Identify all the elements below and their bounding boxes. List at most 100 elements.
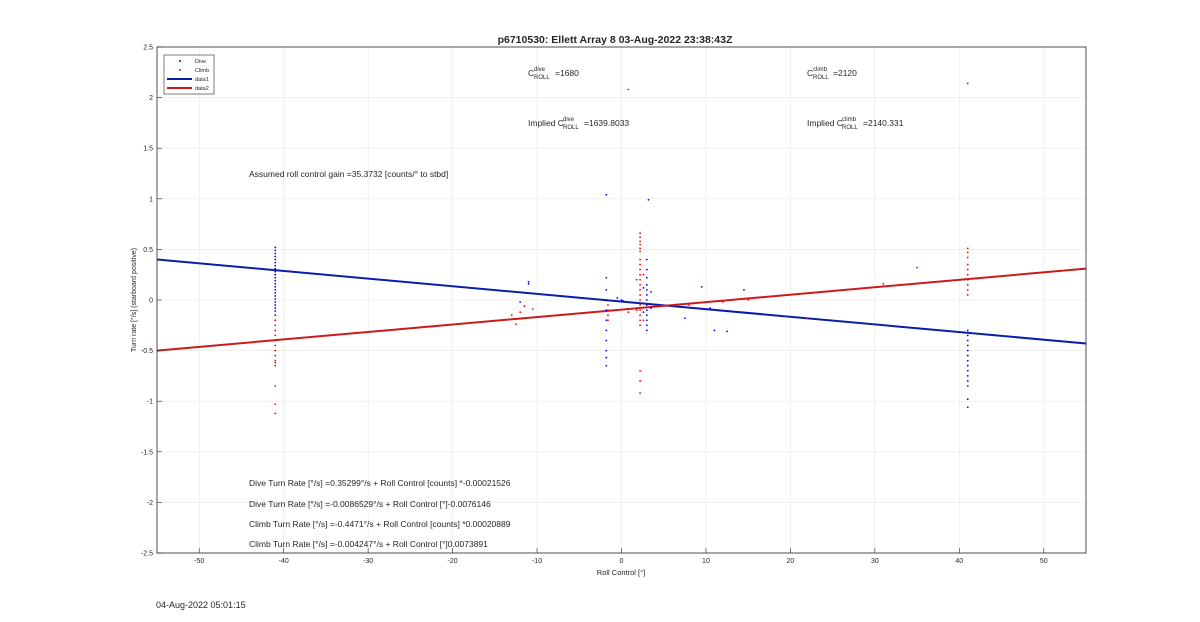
c-roll-dive-value: =1680 xyxy=(555,68,579,78)
data-point-climb xyxy=(274,339,277,342)
implied-climb-value: =2140.331 xyxy=(863,118,904,128)
data-point-climb xyxy=(639,309,641,312)
data-point-climb xyxy=(882,282,885,285)
data-point-climb xyxy=(274,334,277,337)
data-point-climb xyxy=(966,283,969,286)
data-point-climb xyxy=(531,308,534,311)
data-point-climb xyxy=(639,240,641,243)
data-point-climb xyxy=(607,309,609,312)
data-point-climb xyxy=(688,304,690,306)
data-point-climb xyxy=(639,247,641,250)
data-point-dive xyxy=(743,288,745,291)
data-point-climb xyxy=(639,278,641,281)
data-point-dive xyxy=(274,261,277,264)
data-point-climb xyxy=(966,256,969,259)
data-point-climb xyxy=(274,329,277,332)
x-tick-label: -10 xyxy=(532,558,542,565)
data-point-dive xyxy=(645,329,648,332)
data-point-climb xyxy=(966,278,969,281)
data-point-dive xyxy=(966,349,969,352)
data-point-climb xyxy=(274,385,277,387)
implied-dive-sup: dive xyxy=(563,117,575,123)
data-point-dive xyxy=(274,295,277,297)
data-point-dive xyxy=(645,304,648,306)
data-point-dive xyxy=(274,304,277,306)
data-point-climb xyxy=(274,344,277,347)
data-point-climb xyxy=(523,305,526,307)
x-axis-label: Roll Control [°] xyxy=(597,568,645,577)
implied-dive-sub: ROLL xyxy=(563,125,579,131)
x-tick-label: 30 xyxy=(871,558,879,565)
data-point-dive xyxy=(709,307,712,309)
implied-climb-prefix: Implied C xyxy=(807,118,843,128)
data-point-climb xyxy=(635,309,638,312)
c-roll-climb-value: =2120 xyxy=(833,68,857,78)
y-tick-label: -1 xyxy=(147,399,153,406)
data-point-climb xyxy=(639,288,641,291)
c-roll-climb-sub: ROLL xyxy=(813,75,829,81)
data-point-climb xyxy=(966,273,969,276)
data-point-dive xyxy=(966,369,969,372)
data-point-dive xyxy=(274,255,277,258)
x-tick-label: -40 xyxy=(279,558,289,565)
data-point-dive xyxy=(650,307,652,309)
data-point-dive xyxy=(527,280,530,283)
data-point-dive xyxy=(966,364,969,367)
data-point-climb xyxy=(639,236,641,239)
data-point-climb xyxy=(966,288,969,291)
data-point-climb xyxy=(966,247,969,250)
data-point-dive xyxy=(605,329,608,332)
data-point-dive xyxy=(605,288,608,291)
data-point-climb xyxy=(274,364,277,367)
data-point-climb xyxy=(274,319,277,322)
data-point-climb xyxy=(639,283,641,286)
legend-marker-climb xyxy=(179,69,181,71)
c-roll-dive-base: C xyxy=(528,68,534,78)
data-point-dive xyxy=(966,359,969,362)
data-point-dive xyxy=(645,309,648,312)
data-point-dive xyxy=(620,299,623,301)
data-point-dive xyxy=(274,270,277,273)
data-point-climb xyxy=(519,311,522,314)
data-point-dive xyxy=(605,339,608,342)
data-point-dive xyxy=(645,294,648,296)
c-roll-dive-sub: ROLL xyxy=(534,75,550,81)
data-point-dive xyxy=(966,406,969,409)
data-point-climb xyxy=(966,82,969,85)
data-point-dive xyxy=(274,279,277,282)
data-point-dive xyxy=(645,283,648,286)
implied-climb-sub: ROLL xyxy=(842,125,858,131)
data-point-dive xyxy=(966,339,969,342)
y-tick-label: -2.5 xyxy=(141,551,153,558)
data-point-climb xyxy=(635,278,638,281)
c-roll-climb-sup: climb xyxy=(813,67,828,73)
data-point-climb xyxy=(607,319,609,322)
data-point-climb xyxy=(642,319,645,322)
annotation-implied-dive: Implied C dive ROLL =1639.8033 xyxy=(528,117,629,131)
data-point-dive xyxy=(966,375,969,377)
implied-dive-value: =1639.8033 xyxy=(584,118,629,128)
y-tick-label: -0.5 xyxy=(141,348,153,355)
fit-line-data1 xyxy=(156,258,1087,345)
data-point-climb xyxy=(806,317,809,320)
data-point-climb xyxy=(274,324,277,327)
annotation-eq2: Dive Turn Rate [°/s] =-0.0086529°/s + Ro… xyxy=(249,499,491,509)
y-axis-ticks: -2.5 -2 -1.5 -1 -0.5 0 0.5 1 1.5 2 2.5 xyxy=(141,45,162,558)
x-tick-label: -50 xyxy=(194,558,204,565)
x-tick-label: -20 xyxy=(448,558,458,565)
data-points xyxy=(274,82,969,415)
data-point-dive xyxy=(645,276,648,279)
y-tick-label: 1.5 xyxy=(143,146,153,153)
data-point-dive xyxy=(274,264,277,267)
annotation-eq1: Dive Turn Rate [°/s] =0.35299°/s + Roll … xyxy=(249,478,511,488)
data-point-dive xyxy=(274,249,277,252)
data-point-climb xyxy=(639,319,641,322)
data-point-dive xyxy=(647,198,650,201)
data-point-dive xyxy=(274,310,277,313)
data-point-climb xyxy=(966,268,969,271)
data-point-dive xyxy=(605,276,608,279)
data-point-dive xyxy=(274,285,277,288)
data-point-dive xyxy=(700,285,703,288)
data-point-dive xyxy=(726,330,728,333)
